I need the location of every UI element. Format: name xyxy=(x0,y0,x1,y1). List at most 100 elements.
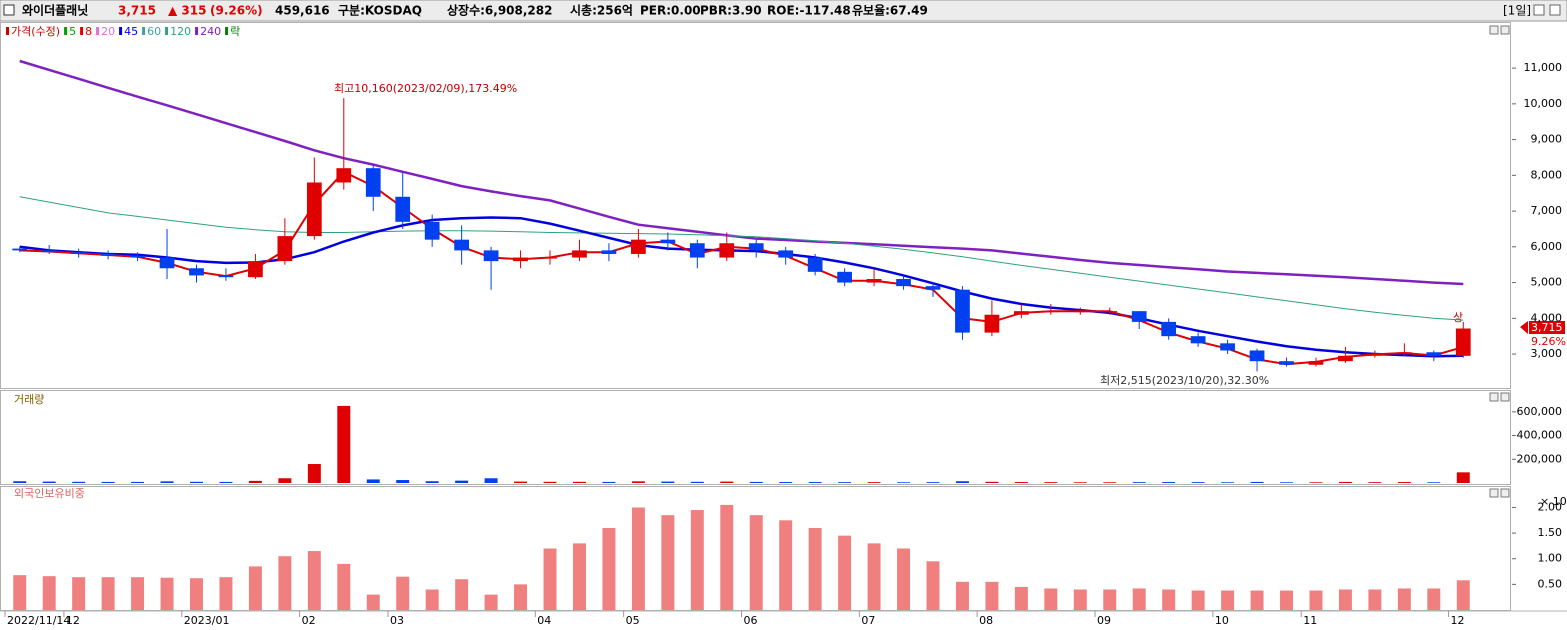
legend-label: 60 xyxy=(147,25,161,38)
legend-label: 8 xyxy=(85,25,92,38)
bar xyxy=(897,548,911,610)
bar xyxy=(1191,482,1205,483)
volume-unit: × 10 xyxy=(1540,495,1567,508)
bar xyxy=(779,520,793,610)
bar xyxy=(219,481,233,483)
bar xyxy=(396,576,410,610)
bar xyxy=(455,579,469,610)
bar xyxy=(160,481,174,483)
bar xyxy=(514,481,528,483)
period[interactable]: [1일] xyxy=(1503,4,1531,18)
bar xyxy=(1397,482,1411,483)
candle-body xyxy=(542,257,558,259)
x-tick-label: 04 xyxy=(537,614,551,627)
x-tick-label: 10 xyxy=(1215,614,1229,627)
candle-body xyxy=(1072,311,1088,313)
candle-body xyxy=(925,286,941,290)
bar xyxy=(867,482,881,483)
bar xyxy=(779,482,793,483)
bar xyxy=(42,481,56,483)
y-tick-label: 9,000 xyxy=(1531,133,1563,146)
bar xyxy=(572,543,586,610)
candle-body xyxy=(454,239,469,251)
legend-label: 락 xyxy=(230,25,240,38)
bar xyxy=(1250,481,1264,483)
bar xyxy=(1221,482,1235,483)
bar xyxy=(131,481,145,483)
x-tick-label: 12 xyxy=(66,614,80,627)
close-button[interactable] xyxy=(1549,4,1561,16)
candle-body xyxy=(306,182,322,237)
bar xyxy=(1014,482,1028,483)
limit-annotation: 상 xyxy=(1453,311,1463,324)
candle-body xyxy=(984,314,1000,333)
pane-button[interactable] xyxy=(1489,392,1499,402)
y-tick-label: 5,000 xyxy=(1531,276,1563,289)
candle-body xyxy=(601,250,617,254)
y-tick-label: 3,000 xyxy=(1531,347,1563,360)
bar xyxy=(1456,472,1470,483)
candle-body xyxy=(218,275,234,278)
x-tick-label: 02 xyxy=(302,614,316,627)
candle-body xyxy=(100,253,116,256)
candle-body xyxy=(248,261,263,278)
y-tick-label: 400,000 xyxy=(1517,429,1563,442)
candle-body xyxy=(277,236,293,262)
candle-body xyxy=(130,255,145,258)
y-tick-label: 10,000 xyxy=(1524,97,1563,110)
x-tick-label: 05 xyxy=(626,614,640,627)
candle-body xyxy=(1161,321,1177,337)
volume-pane xyxy=(0,390,1511,485)
bar xyxy=(955,481,969,483)
y-tick-label: 200,000 xyxy=(1517,452,1563,465)
legend-label: 240 xyxy=(200,25,221,38)
candle-body xyxy=(1249,350,1265,362)
x-tick-label: 08 xyxy=(979,614,993,627)
pct-label: 9.26% xyxy=(1531,335,1566,348)
roe: ROE:-117.48 xyxy=(767,4,851,18)
bar xyxy=(514,584,528,610)
pane-button[interactable] xyxy=(1489,25,1499,35)
bar xyxy=(160,577,174,610)
legend-swatch xyxy=(80,27,84,35)
y-tick-label: 8,000 xyxy=(1531,168,1563,181)
candle-body xyxy=(336,168,352,183)
header: 와이더플래닛 3,715 ▲ 315 (9.26%) 459,616 구분:KO… xyxy=(0,0,1567,22)
candle-body xyxy=(159,257,175,269)
candle-body xyxy=(365,168,381,197)
x-tick-label: 06 xyxy=(744,614,758,627)
candle-body xyxy=(1338,355,1353,362)
pane-button[interactable] xyxy=(1489,488,1499,498)
bar xyxy=(337,405,351,483)
price-flag xyxy=(1529,321,1565,334)
price-pane xyxy=(0,22,1511,389)
legend-swatch xyxy=(96,27,100,35)
legend-swatch xyxy=(142,27,146,35)
bar xyxy=(1044,588,1058,610)
candle-body xyxy=(572,250,587,258)
legend-label: 120 xyxy=(170,25,191,38)
x-tick-label: 2022/11/14 xyxy=(7,614,70,627)
bar xyxy=(1103,482,1117,483)
ma-line xyxy=(19,196,1464,321)
pane-button[interactable] xyxy=(1500,25,1510,35)
legend-swatch xyxy=(165,27,169,35)
bar xyxy=(720,481,734,483)
bar xyxy=(897,482,911,483)
bar xyxy=(985,581,999,610)
bar xyxy=(838,482,852,483)
pane-button[interactable] xyxy=(1500,392,1510,402)
legend-swatch xyxy=(6,27,9,35)
candle-body xyxy=(660,239,676,244)
change: ▲ 315 xyxy=(168,4,206,18)
y-tick-label: 1.00 xyxy=(1538,552,1563,565)
candle-body xyxy=(1043,311,1059,313)
pane-button[interactable] xyxy=(1500,488,1510,498)
bar xyxy=(42,576,56,610)
checkbox[interactable] xyxy=(3,4,15,16)
x-tick-label: 2023/01 xyxy=(184,614,230,627)
bar xyxy=(867,543,881,610)
stock-name: 와이더플래닛 xyxy=(22,3,88,18)
bar xyxy=(955,581,969,610)
minimize-button[interactable] xyxy=(1533,4,1545,16)
